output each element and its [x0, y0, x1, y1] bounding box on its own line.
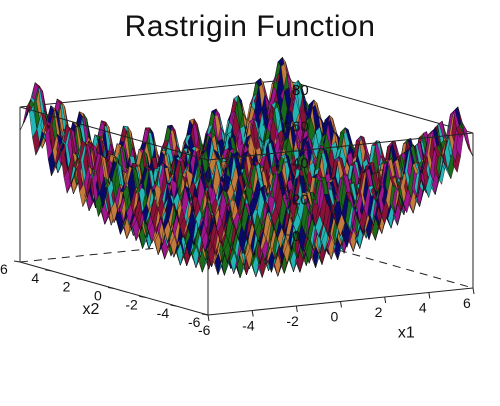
x2-tick-label: 2	[63, 279, 71, 295]
x1-tick	[428, 292, 431, 299]
z-tick-label: 40	[292, 155, 309, 172]
x1-tick	[207, 314, 210, 322]
box-edge	[19, 79, 286, 108]
x2-tick-label: -2	[125, 296, 138, 312]
z-tick-label: 0	[292, 228, 300, 245]
box-edge	[207, 132, 474, 161]
x1-tick	[384, 296, 387, 304]
x2-tick	[170, 304, 177, 307]
x1-tick-label: -4	[242, 318, 255, 334]
x1-tick-label: 6	[463, 295, 471, 311]
x2-tick	[107, 287, 115, 289]
x1-tick	[295, 305, 298, 313]
x2-tick-label: -6	[188, 314, 201, 330]
x2-tick	[13, 260, 21, 263]
x2-tick-label: -4	[157, 305, 170, 321]
x2-tick	[76, 278, 83, 281]
z-tick-label: 60	[292, 119, 309, 136]
x2-tick-label: 0	[94, 288, 102, 304]
z-tick-label: 80	[292, 82, 309, 99]
chart-title: Rastrigin Function	[124, 10, 376, 43]
x2-tick	[45, 269, 52, 272]
x1-tick	[472, 287, 475, 295]
x1-tick-label: 4	[419, 300, 427, 316]
x2-tick	[139, 295, 146, 298]
x1-axis-label: x1	[398, 325, 415, 342]
x1-tick-label: -2	[286, 313, 299, 329]
x1-tick-label: 0	[331, 309, 339, 325]
x1-tick	[340, 301, 342, 308]
x1-tick-label: -6	[198, 322, 211, 338]
x2-tick	[201, 313, 209, 316]
x2-tick-label: 4	[31, 270, 39, 286]
x2-tick-label: 6	[0, 261, 8, 277]
box-edge	[19, 234, 286, 263]
box-edge	[19, 106, 209, 161]
x2-axis-label: x2	[83, 301, 100, 318]
x1-tick-label: 2	[375, 304, 383, 320]
x1-tick	[251, 310, 254, 317]
z-tick-label: 20	[292, 192, 309, 209]
surface-patch	[465, 139, 474, 157]
